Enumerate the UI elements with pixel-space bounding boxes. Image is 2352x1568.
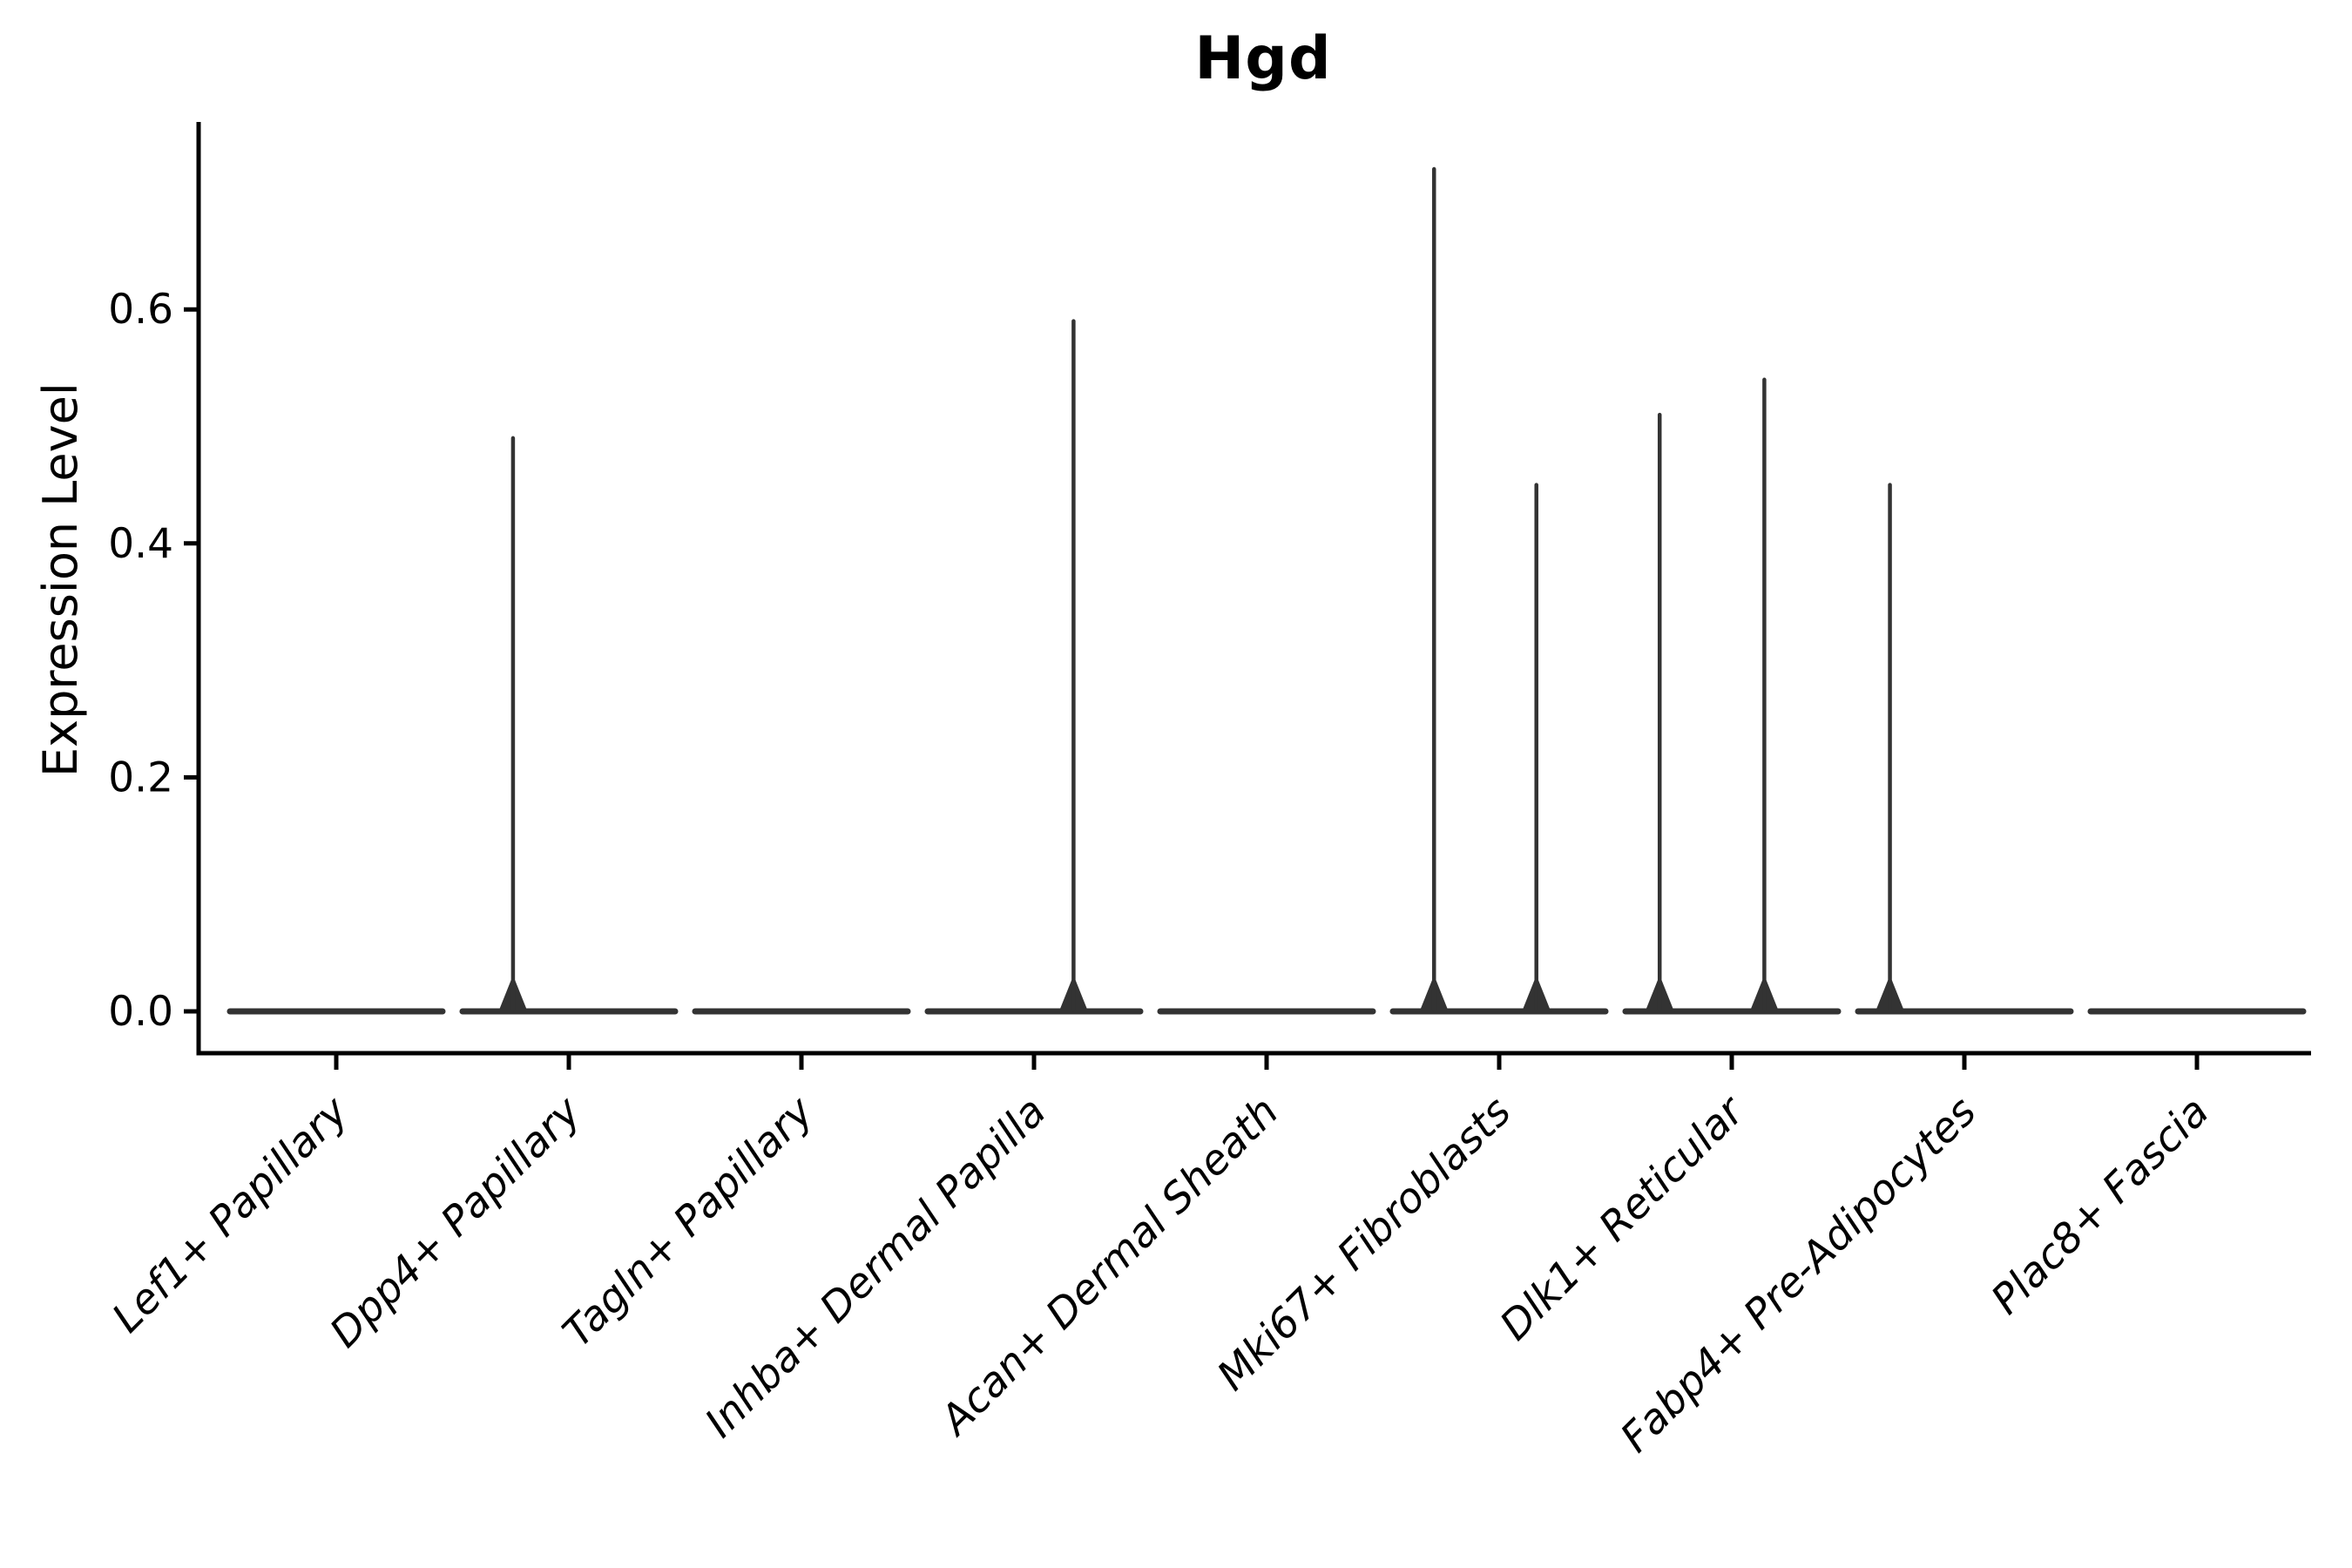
y-tick-label: 0.0 [108, 988, 173, 1036]
y-tick-label: 0.4 [108, 520, 173, 568]
y-tick-label: 0.6 [108, 286, 173, 334]
x-tick-label: Dpp4+ Papillary [321, 1087, 591, 1357]
x-tick-label: Tagln+ Papillary [554, 1087, 824, 1357]
y-tick-label: 0.2 [108, 754, 173, 801]
x-tick-label: Lef1+ Papillary [103, 1087, 358, 1342]
x-tick-label: Dlk1+ Reticular [1491, 1086, 1755, 1350]
x-tick-label: Plac8+ Fascia [1982, 1088, 2218, 1324]
chart-title: Hgd [1194, 24, 1332, 93]
